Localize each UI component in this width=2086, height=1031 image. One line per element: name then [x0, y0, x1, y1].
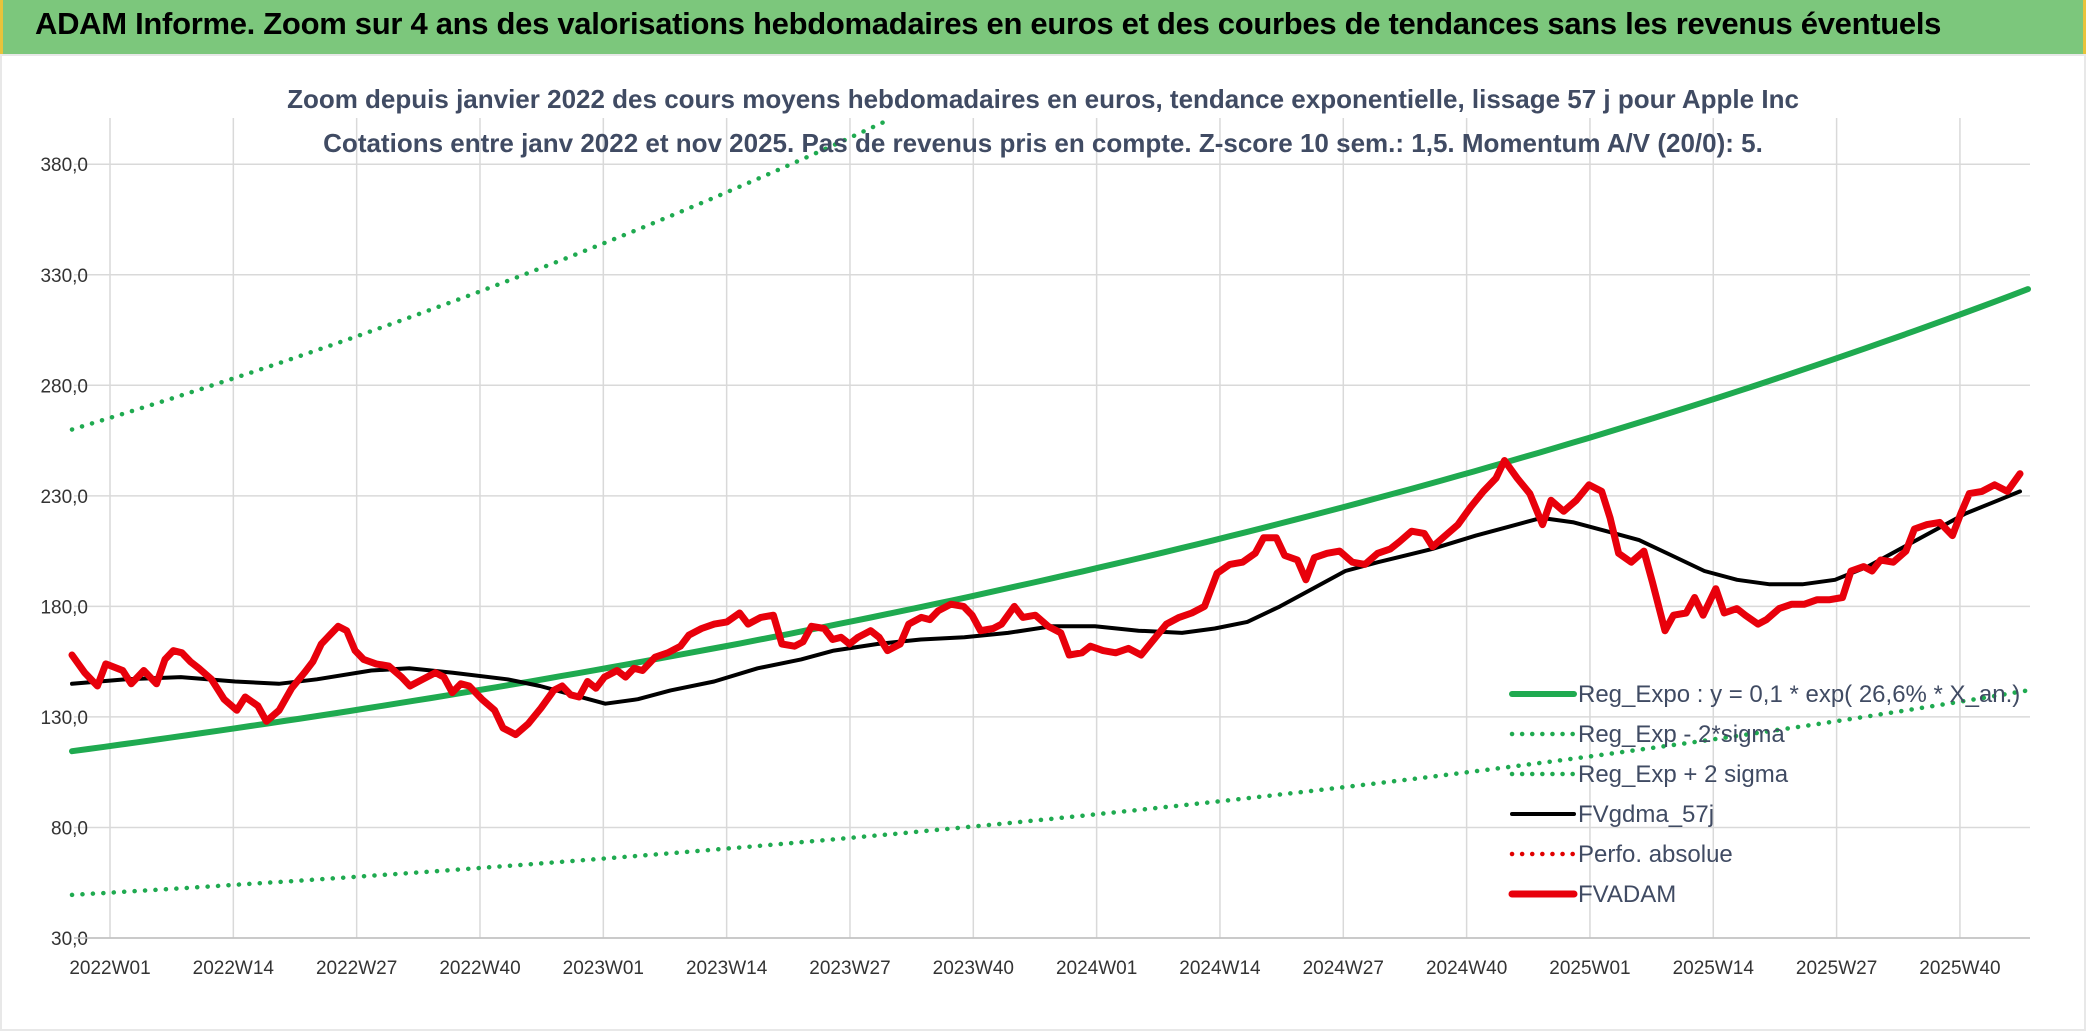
fvadam-line — [68, 457, 2024, 739]
x-tick-label: 2025W01 — [1549, 958, 1630, 979]
y-tick-label: 30,0 — [51, 929, 88, 950]
chart-subtitle-line1: Zoom depuis janvier 2022 des cours moyen… — [287, 84, 1799, 114]
legend-label: Reg_Exp - 2*sigma — [1578, 721, 1785, 748]
y-tick-label: 130,0 — [40, 708, 88, 729]
axis-layer: 30,0 80,0 130,0 180,0 230,0 280,0 330,0 380,0 20… — [40, 155, 2030, 979]
x-tick-label: 2025W40 — [1919, 958, 2000, 979]
x-tick-label: 2024W14 — [1179, 958, 1261, 979]
x-tick-label: 2022W14 — [193, 958, 275, 979]
x-tick-label: 2024W40 — [1426, 958, 1507, 979]
x-tick-label: 2023W01 — [563, 958, 644, 979]
x-tick-label: 2022W27 — [316, 958, 397, 979]
legend-item-fvadam: FVADAM — [1508, 881, 1676, 908]
y-tick-label: 80,0 — [51, 818, 88, 839]
reg-exp-plus-2sigma-line — [69, 118, 890, 432]
x-tick-label: 2025W27 — [1796, 958, 1877, 979]
legend-label: FVADAM — [1578, 881, 1676, 908]
x-tick-label: 2024W01 — [1056, 958, 1137, 979]
legend-label: FVgdma_57j — [1578, 801, 1714, 828]
report-banner: ADAM Informe. Zoom sur 4 ans des valoris… — [0, 0, 2086, 54]
legend-label: Reg_Exp + 2 sigma — [1578, 761, 1789, 788]
legend-label: Perfo. absolue — [1578, 841, 1733, 868]
chart-subtitle-line2: Cotations entre janv 2022 et nov 2025. P… — [323, 128, 1763, 158]
y-tick-label: 330,0 — [40, 266, 88, 287]
x-tick-label: 2023W14 — [686, 958, 768, 979]
x-tick-label: 2022W01 — [69, 958, 150, 979]
y-tick-label: 380,0 — [40, 155, 88, 176]
x-tick-label: 2023W27 — [809, 958, 890, 979]
fvgdma-57j-line — [70, 489, 2022, 706]
x-tick-label: 2025W14 — [1673, 958, 1755, 979]
legend-label: Reg_Expo : y = 0,1 * exp( 26,6% * X_an.) — [1578, 681, 2020, 708]
grid-layer — [74, 118, 2030, 939]
series-layer — [68, 118, 2031, 898]
legend-item-reg-exp-minus: Reg_Exp - 2*sigma — [1509, 721, 1785, 748]
y-tick-label: 280,0 — [40, 376, 88, 397]
x-tick-label: 2023W40 — [933, 958, 1014, 979]
report-title: ADAM Informe. Zoom sur 4 ans des valoris… — [35, 6, 1942, 41]
x-tick-label: 2022W40 — [439, 958, 520, 979]
chart-frame — [0, 54, 2086, 1031]
reg-expo-line — [69, 286, 2031, 755]
y-tick-label: 180,0 — [40, 597, 88, 618]
legend-item-reg-expo: Reg_Expo : y = 0,1 * exp( 26,6% * X_an.) — [1509, 681, 2020, 708]
legend-item-reg-exp-plus: Reg_Exp + 2 sigma — [1509, 761, 1789, 788]
chart-legend: Reg_Expo : y = 0,1 * exp( 26,6% * X_an.)… — [1508, 681, 2020, 908]
x-tick-label: 2024W27 — [1303, 958, 1384, 979]
legend-item-perfo-absolue: Perfo. absolue — [1509, 841, 1733, 868]
reg-exp-minus-2sigma-line — [69, 688, 2031, 898]
legend-item-fvgdma: FVgdma_57j — [1510, 801, 1714, 828]
y-tick-label: 230,0 — [40, 487, 88, 508]
